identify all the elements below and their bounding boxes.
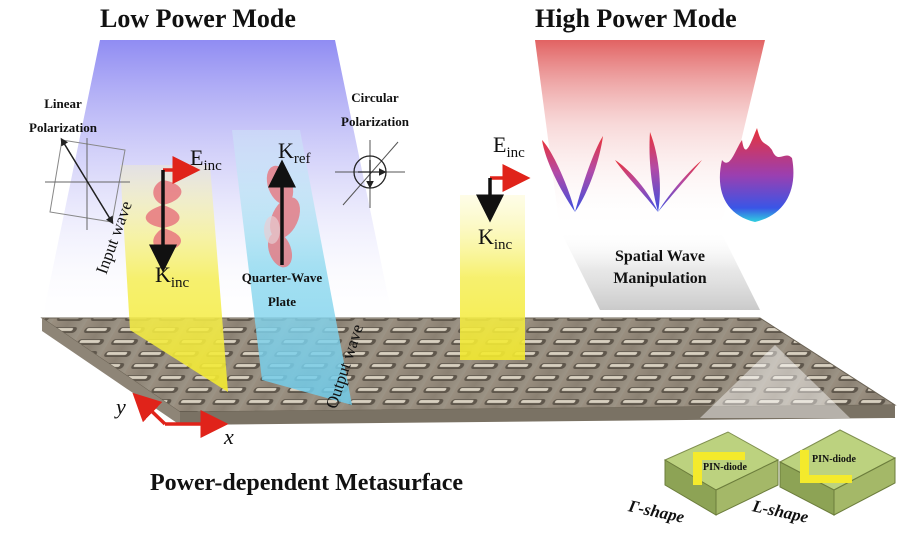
gamma-shape-unit-cell [663,431,780,516]
quarter-wave-line2: Plate [267,294,297,309]
linear-pol-line1: Linear [44,96,82,111]
quarter-wave-beam [232,130,352,405]
y-axis-arrow [132,392,167,426]
circular-polarization-label: Circular Polarization [325,86,425,134]
x-axis-label: x [224,424,234,449]
e-sub: inc [203,158,222,174]
pin-diode-label-gamma: PIN-diode [703,462,747,473]
spatial-line2: Manipulation [613,270,707,287]
k-sub: inc [170,275,190,291]
spatial-manipulation-label: Spatial Wave Manipulation [590,246,730,290]
y-axis-label: y [116,394,126,419]
circular-polarization-icon [335,140,405,208]
k-inc-high-label: Kinc [478,224,512,254]
linear-polarization-label: Linear Polarization [18,92,108,140]
quarter-wave-label: Quarter-Wave Plate [232,266,332,314]
circular-pol-line1: Circular [351,90,399,105]
e-inc-high-label: Einc [493,132,525,162]
circular-pol-line2: Polarization [341,114,409,129]
spatial-line1: Spatial Wave [615,248,705,265]
k2-main: K [478,224,494,249]
l-shape-unit-cell [778,429,897,516]
highlight-triangle [700,345,850,418]
pin-diode-label-l: PIN-diode [812,454,856,465]
radiation-pattern-multi-beam [719,128,794,222]
e2-main: E [493,132,507,157]
high-power-title: High Power Mode [535,4,737,33]
k2-sub: inc [493,237,513,253]
kref-sub: ref [293,151,311,167]
high-power-input-beam [460,195,525,360]
metasurface-plate [40,317,897,425]
radiation-pattern-triple-beam [615,132,702,212]
e2-sub: inc [506,145,525,161]
linear-pol-line2: Polarization [29,120,97,135]
k-main: K [155,262,171,287]
linear-polarization-icon [45,137,130,230]
high-power-gray-beam [560,230,760,310]
input-wave-beam [120,165,228,392]
radiation-pattern-single-beam [542,136,603,212]
quarter-wave-line1: Quarter-Wave [241,270,323,285]
e-inc-label: Einc [190,145,222,175]
k-inc-label: Kinc [155,262,189,292]
metasurface-title: Power-dependent Metasurface [150,470,464,496]
k-ref-label: Kref [278,138,311,168]
low-power-title: Low Power Mode [100,4,296,33]
e-main: E [190,145,204,170]
kref-main: K [278,138,294,163]
